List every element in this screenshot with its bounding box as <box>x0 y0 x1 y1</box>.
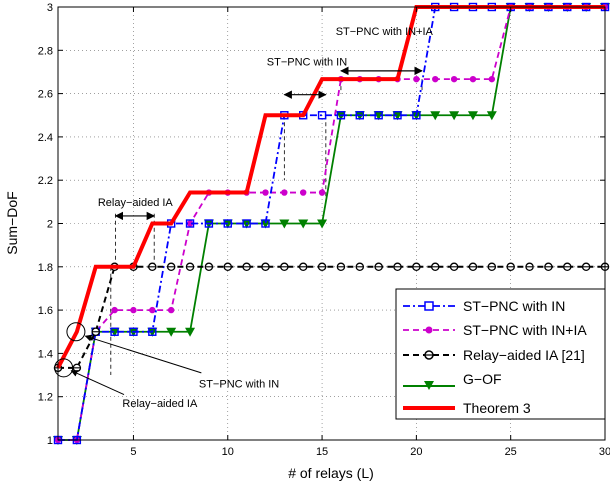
data-point <box>469 75 477 83</box>
data-point <box>488 75 496 83</box>
data-point <box>393 111 402 120</box>
data-point <box>281 189 288 196</box>
axis-ticks: 5 10 15 20 25 30 1 1.2 1.4 1.6 1.8 2 2.2 2.4 2.6 2.8 3 <box>38 2 610 458</box>
data-point <box>148 327 157 336</box>
legend: ST−PNC with IN ST−PNC with IN+IA Relay−a… <box>395 288 606 420</box>
data-point <box>279 219 290 229</box>
data-point <box>450 75 458 83</box>
data-point <box>300 189 307 196</box>
y-tick-label: 1.8 <box>38 262 53 274</box>
data-point <box>413 75 420 83</box>
legend-entry-theorem-3: Theorem 3 <box>403 400 531 416</box>
legend-entry-st-pnc-in: ST−PNC with IN <box>403 298 565 314</box>
legend-marker-dot-icon <box>425 326 433 334</box>
data-point <box>318 189 326 196</box>
y-tick-label: 1.2 <box>38 392 53 404</box>
data-point <box>149 306 156 314</box>
legend-entry-st-pnc-in-ia: ST−PNC with IN+IA <box>403 322 587 338</box>
data-point <box>261 219 270 228</box>
data-point <box>186 220 194 227</box>
x-axis-title: # of relays (L) <box>288 465 374 481</box>
data-point <box>373 111 384 121</box>
x-tick-label: 25 <box>505 446 517 458</box>
x-tick-label: 15 <box>316 446 328 458</box>
y-tick-label: 2 <box>47 219 53 231</box>
data-point <box>130 306 137 314</box>
y-tick-label: 1.4 <box>38 348 53 360</box>
data-point <box>129 327 138 336</box>
legend-label-theorem-3: Theorem 3 <box>463 400 531 416</box>
data-point <box>262 189 269 196</box>
data-point <box>412 111 421 120</box>
legend-marker-square-icon <box>424 301 434 311</box>
data-point <box>432 75 439 83</box>
data-point <box>449 111 460 121</box>
annotation-st-pnc-in-label: ST−PNC with IN <box>267 56 347 68</box>
data-point <box>260 219 271 229</box>
annotation-relay-aided-ia-pointer <box>70 370 125 395</box>
annotation-st-pnc-in-ia-label: ST−PNC with IN+IA <box>336 26 434 38</box>
data-point <box>374 111 383 120</box>
annotation-circle-relay-ia <box>54 358 74 378</box>
annotation-relay-aided-ia-label: Relay−aided IA <box>98 197 174 209</box>
data-point <box>430 111 441 121</box>
data-point <box>336 111 346 120</box>
legend-entry-relay-aided-ia: Relay−aided IA [21] <box>403 347 585 363</box>
data-point <box>185 327 196 337</box>
data-point <box>167 306 175 314</box>
y-tick-label: 2.8 <box>38 45 53 57</box>
annotation-st-pnc-in-pointer-label: ST−PNC with IN <box>199 379 279 391</box>
data-point <box>317 111 327 120</box>
data-point <box>467 111 478 121</box>
data-point <box>204 219 214 228</box>
legend-label-relay-aided-ia: Relay−aided IA [21] <box>463 347 585 363</box>
y-axis-title: Sum−DoF <box>4 191 20 254</box>
data-point <box>486 111 497 121</box>
legend-entry-g-of: G−OF <box>403 371 502 390</box>
x-tick-label: 20 <box>410 446 422 458</box>
legend-label-g-of: G−OF <box>463 371 502 387</box>
data-point <box>223 219 232 228</box>
legend-marker-triangle-icon <box>424 381 434 390</box>
data-point <box>111 306 118 314</box>
x-tick-label: 5 <box>130 446 136 458</box>
data-point <box>355 111 364 120</box>
annotation-relay-aided-ia-pointer-label: Relay−aided IA <box>122 398 198 410</box>
legend-label-st-pnc-in: ST−PNC with IN <box>463 298 565 314</box>
data-point <box>242 219 251 228</box>
data-point <box>166 327 177 337</box>
legend-label-st-pnc-in-ia: ST−PNC with IN+IA <box>463 322 587 338</box>
data-point <box>298 219 309 229</box>
x-tick-label: 30 <box>599 446 610 458</box>
y-tick-label: 1 <box>47 435 53 447</box>
x-tick-label: 10 <box>222 446 234 458</box>
y-tick-label: 2.2 <box>38 175 53 187</box>
data-point <box>110 327 119 336</box>
y-tick-label: 3 <box>47 2 53 14</box>
data-point <box>109 327 120 337</box>
y-tick-label: 1.6 <box>38 305 53 317</box>
annotation-st-pnc-in-pointer <box>84 334 202 374</box>
data-point <box>392 111 403 121</box>
data-point <box>317 219 328 229</box>
y-tick-label: 2.6 <box>38 89 53 101</box>
data-point <box>185 219 195 228</box>
annotation-circle-st-pnc <box>66 322 86 342</box>
y-tick-label: 2.4 <box>38 132 53 144</box>
